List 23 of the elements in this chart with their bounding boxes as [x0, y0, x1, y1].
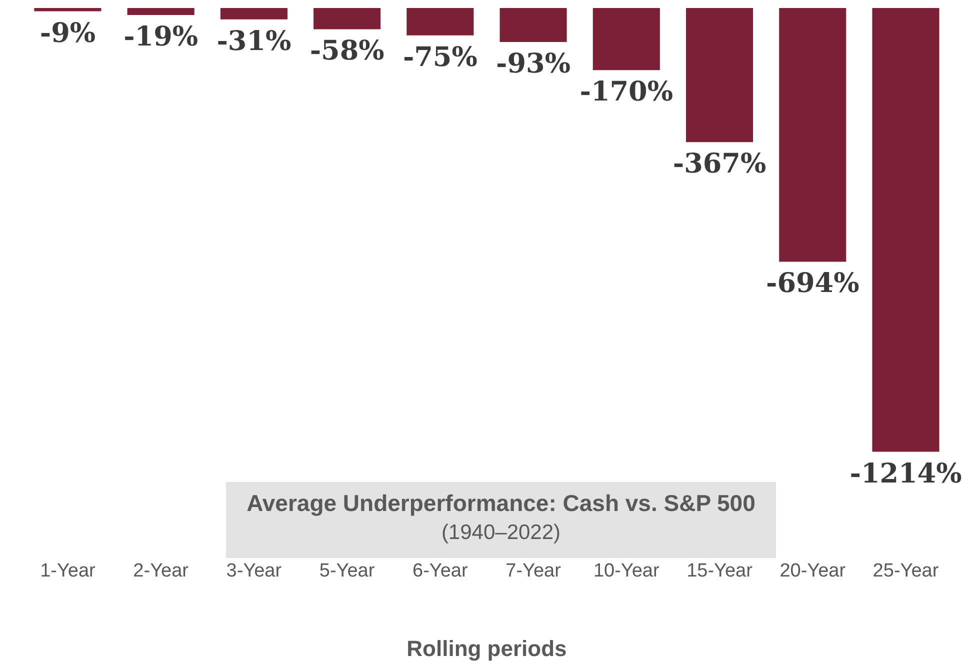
data-label: -9% — [40, 18, 96, 49]
data-label: -694% — [766, 268, 860, 300]
text: Average Underperformance: Cash vs. S&P 500 — [246, 490, 756, 517]
x-tick-label: 5-Year — [319, 560, 376, 582]
x-tick-label: 20-Year — [780, 560, 846, 582]
x-tick-label: 10-Year — [593, 560, 660, 582]
data-label: -1214% — [850, 458, 962, 490]
x-tick-label: 15-Year — [686, 560, 754, 582]
x-axis-title: Rolling periods — [406, 636, 567, 661]
data-label: -93% — [496, 48, 570, 80]
x-tick-label: 25-Year — [872, 560, 940, 582]
data-label: -75% — [402, 42, 478, 73]
x-tick-label: 7-Year — [506, 560, 562, 582]
x-tick-label: 6-Year — [412, 560, 468, 582]
data-label: -367% — [672, 148, 766, 180]
x-tick-label: 1-Year — [40, 560, 96, 582]
text: (1940–2022) — [440, 521, 562, 545]
data-label: -31% — [216, 26, 292, 57]
data-label: -19% — [124, 21, 198, 52]
data-label: -170% — [580, 76, 674, 108]
x-tick-label: 2-Year — [133, 560, 190, 582]
data-label: -58% — [310, 36, 384, 67]
x-tick-label: 3-Year — [226, 560, 282, 582]
